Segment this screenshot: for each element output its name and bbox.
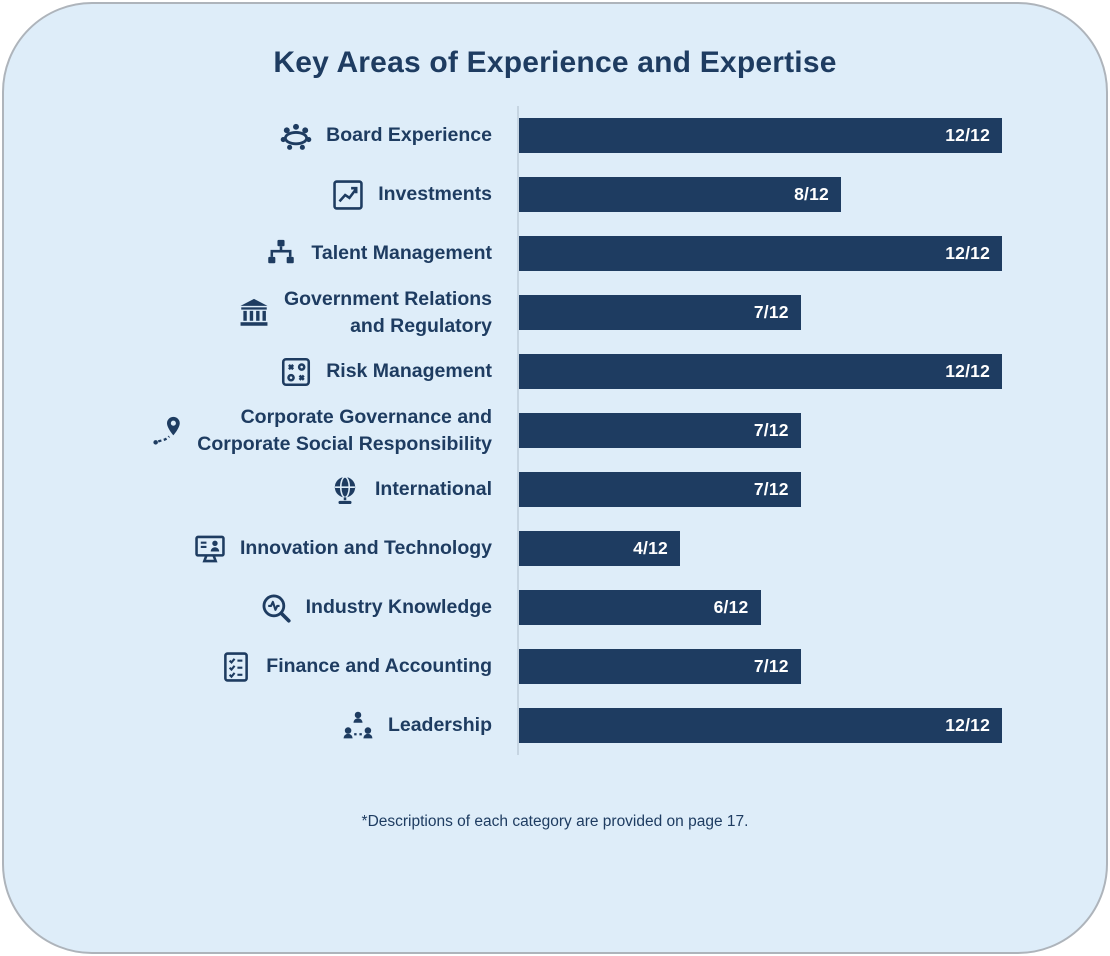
bar-cell: 12/12 bbox=[517, 696, 1002, 755]
magnifier-pulse-icon bbox=[259, 591, 293, 625]
chart-row: Innovation and Technology 4/12 bbox=[4, 519, 1106, 578]
bar-value-label: 7/12 bbox=[753, 656, 789, 676]
category-label-cell: Talent Management bbox=[4, 237, 517, 271]
bar-cell: 4/12 bbox=[517, 519, 1002, 578]
chart-row: Leadership 12/12 bbox=[4, 696, 1106, 755]
category-label-cell: Innovation and Technology bbox=[4, 532, 517, 566]
bar: 4/12 bbox=[519, 531, 680, 566]
bar: 8/12 bbox=[519, 177, 841, 212]
category-label-cell: Investments bbox=[4, 178, 517, 212]
chart-row: Corporate Governance and Corporate Socia… bbox=[4, 401, 1106, 460]
chart-row: Talent Management 12/12 bbox=[4, 224, 1106, 283]
bar-value-label: 12/12 bbox=[945, 715, 990, 735]
category-label-cell: Industry Knowledge bbox=[4, 591, 517, 625]
category-label: Government Relations and Regulatory bbox=[283, 288, 492, 337]
category-label: Industry Knowledge bbox=[305, 596, 492, 619]
category-label: Investments bbox=[378, 183, 492, 206]
checklist-icon bbox=[219, 650, 253, 684]
bar-cell: 12/12 bbox=[517, 342, 1002, 401]
category-label: Corporate Governance and Corporate Socia… bbox=[197, 406, 492, 455]
bar-value-label: 12/12 bbox=[945, 125, 990, 145]
bar-value-label: 12/12 bbox=[945, 361, 990, 381]
risk-strategy-icon bbox=[279, 355, 313, 389]
bar-value-label: 7/12 bbox=[753, 420, 789, 440]
category-label-cell: Government Relations and Regulatory bbox=[4, 286, 517, 339]
category-label: Risk Management bbox=[326, 360, 492, 383]
category-label: Innovation and Technology bbox=[239, 537, 492, 560]
bar-cell: 12/12 bbox=[517, 224, 1002, 283]
bar: 12/12 bbox=[519, 236, 1002, 271]
chart-row: Risk Management 12/12 bbox=[4, 342, 1106, 401]
bar-cell: 7/12 bbox=[517, 283, 1002, 342]
category-label-cell: Leadership bbox=[4, 709, 517, 743]
globe-icon bbox=[328, 473, 362, 507]
bar-cell: 12/12 bbox=[517, 106, 1002, 165]
meeting-table-icon bbox=[279, 119, 313, 153]
leadership-tree-icon bbox=[341, 709, 375, 743]
bar-cell: 7/12 bbox=[517, 460, 1002, 519]
category-label: Leadership bbox=[387, 714, 492, 737]
org-chart-icon bbox=[264, 237, 298, 271]
bar-value-label: 6/12 bbox=[713, 597, 749, 617]
bar-cell: 6/12 bbox=[517, 578, 1002, 637]
category-label-cell: Corporate Governance and Corporate Socia… bbox=[4, 404, 517, 457]
bar: 6/12 bbox=[519, 590, 761, 625]
bar-cell: 7/12 bbox=[517, 637, 1002, 696]
category-label-cell: Finance and Accounting bbox=[4, 650, 517, 684]
bar-value-label: 7/12 bbox=[753, 479, 789, 499]
chart-row: Board Experience 12/12 bbox=[4, 106, 1106, 165]
chart-row: Finance and Accounting 7/12 bbox=[4, 637, 1106, 696]
bar: 7/12 bbox=[519, 413, 801, 448]
government-building-icon bbox=[237, 296, 271, 330]
footnote: *Descriptions of each category are provi… bbox=[361, 813, 749, 830]
chart-row: Government Relations and Regulatory 7/12 bbox=[4, 283, 1106, 342]
chart-row: Industry Knowledge 6/12 bbox=[4, 578, 1106, 637]
category-label: Finance and Accounting bbox=[266, 655, 492, 678]
bar: 7/12 bbox=[519, 295, 801, 330]
bar-chart: Board Experience 12/12 Investments 8/12 … bbox=[4, 106, 1106, 755]
chart-rows: Board Experience 12/12 Investments 8/12 … bbox=[4, 106, 1106, 755]
bar-value-label: 7/12 bbox=[753, 302, 789, 322]
bar-cell: 8/12 bbox=[517, 165, 1002, 224]
chart-row: Investments 8/12 bbox=[4, 165, 1106, 224]
bar: 7/12 bbox=[519, 472, 801, 507]
route-pin-icon bbox=[150, 414, 184, 448]
category-label: Talent Management bbox=[311, 242, 492, 265]
bar-value-label: 12/12 bbox=[945, 243, 990, 263]
investment-chart-icon bbox=[331, 178, 365, 212]
category-label: International bbox=[374, 478, 492, 501]
bar: 12/12 bbox=[519, 118, 1002, 153]
category-label: Board Experience bbox=[326, 124, 492, 147]
bar-value-label: 8/12 bbox=[794, 184, 829, 204]
bar: 12/12 bbox=[519, 354, 1002, 389]
category-label-cell: Board Experience bbox=[4, 119, 517, 153]
category-label-cell: International bbox=[4, 473, 517, 507]
chart-row: International 7/12 bbox=[4, 460, 1106, 519]
monitor-person-icon bbox=[193, 532, 227, 566]
bar-cell: 7/12 bbox=[517, 401, 1002, 460]
category-label-cell: Risk Management bbox=[4, 355, 517, 389]
bar-value-label: 4/12 bbox=[633, 538, 668, 558]
bar: 12/12 bbox=[519, 708, 1002, 743]
chart-title: Key Areas of Experience and Expertise bbox=[273, 46, 837, 79]
bar: 7/12 bbox=[519, 649, 801, 684]
